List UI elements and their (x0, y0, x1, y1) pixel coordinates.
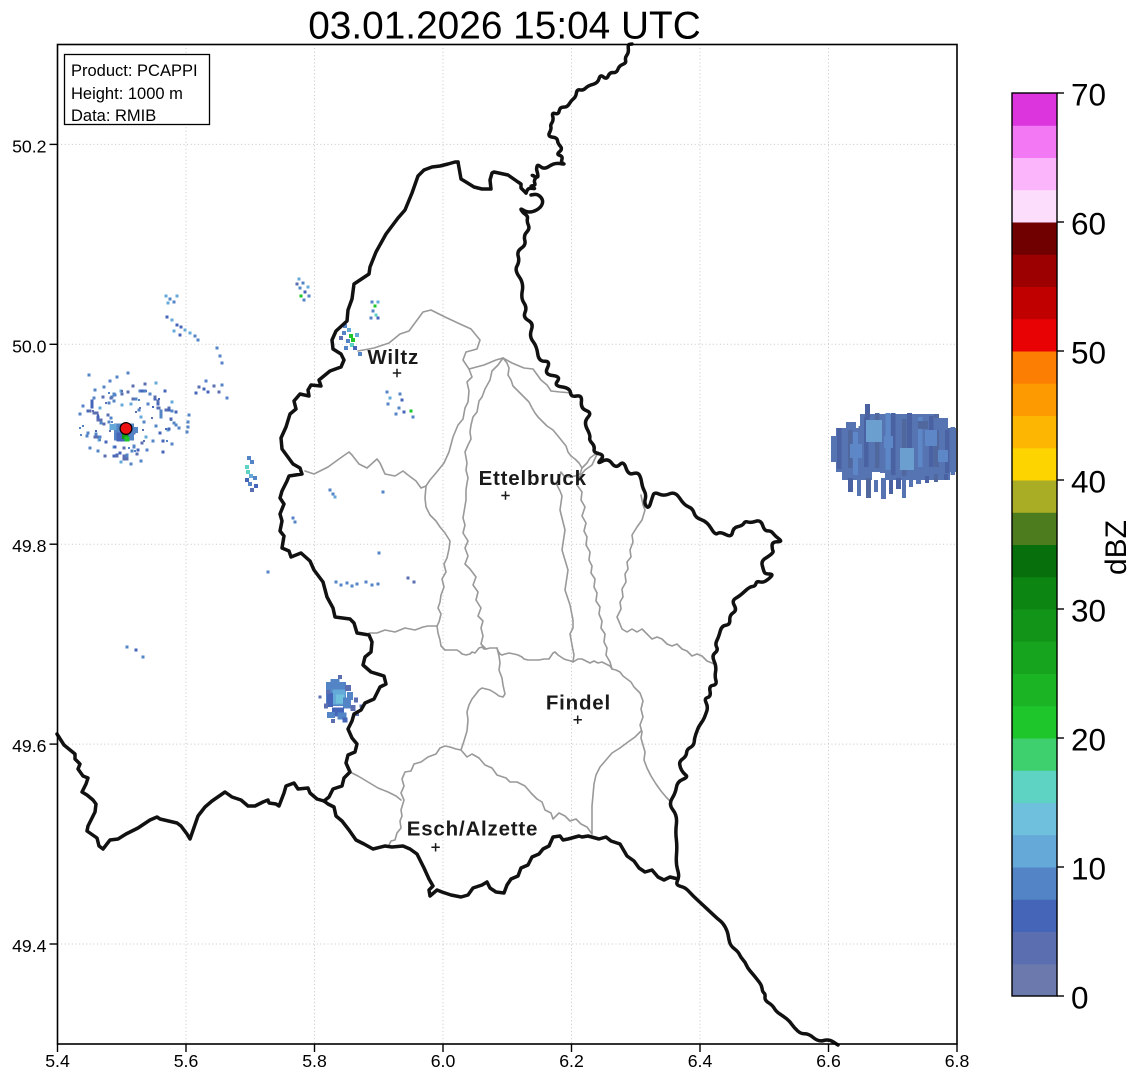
svg-text:Findel: Findel (546, 691, 611, 714)
svg-text:50.0: 50.0 (12, 336, 47, 356)
svg-text:49.6: 49.6 (12, 736, 47, 756)
svg-text:Product: PCAPPI: Product: PCAPPI (71, 62, 198, 80)
svg-text:10: 10 (1071, 851, 1106, 887)
svg-text:70: 70 (1071, 77, 1106, 113)
svg-text:5.6: 5.6 (174, 1051, 199, 1071)
svg-text:60: 60 (1071, 206, 1106, 242)
svg-text:Ettelbruck: Ettelbruck (479, 467, 587, 490)
svg-text:6.2: 6.2 (559, 1051, 584, 1071)
svg-text:6.8: 6.8 (945, 1051, 970, 1071)
svg-text:6.6: 6.6 (816, 1051, 841, 1071)
svg-text:49.8: 49.8 (12, 536, 47, 556)
svg-text:50: 50 (1071, 335, 1106, 371)
svg-text:dBZ: dBZ (1100, 520, 1133, 575)
svg-text:6.0: 6.0 (431, 1051, 456, 1071)
svg-text:50.2: 50.2 (12, 136, 46, 156)
svg-text:0: 0 (1071, 980, 1089, 1016)
svg-text:Wiltz: Wiltz (367, 346, 419, 369)
svg-text:6.4: 6.4 (688, 1051, 713, 1071)
svg-text:5.4: 5.4 (45, 1051, 70, 1071)
svg-text:Esch/Alzette: Esch/Alzette (407, 818, 539, 841)
svg-text:30: 30 (1071, 593, 1106, 629)
svg-text:40: 40 (1071, 464, 1106, 500)
svg-text:03.01.2026 15:04 UTC: 03.01.2026 15:04 UTC (308, 5, 701, 48)
svg-text:20: 20 (1071, 722, 1106, 758)
svg-text:Height: 1000 m: Height: 1000 m (71, 85, 183, 103)
svg-text:Data: RMIB: Data: RMIB (71, 107, 156, 125)
svg-text:49.4: 49.4 (12, 936, 47, 956)
svg-text:5.8: 5.8 (302, 1051, 327, 1071)
